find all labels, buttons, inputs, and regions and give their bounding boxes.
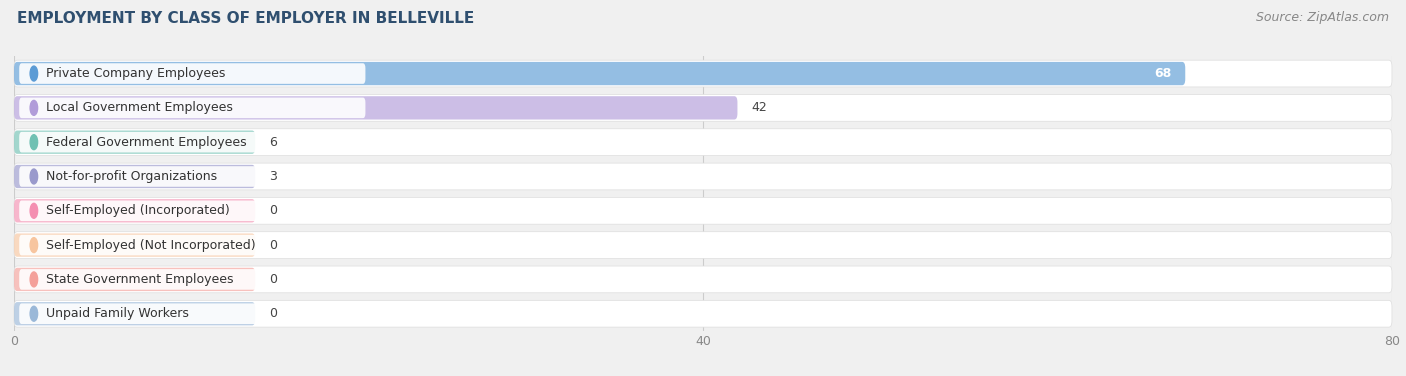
FancyBboxPatch shape (14, 165, 256, 188)
Text: Self-Employed (Incorporated): Self-Employed (Incorporated) (46, 204, 231, 217)
Text: State Government Employees: State Government Employees (46, 273, 233, 286)
FancyBboxPatch shape (14, 302, 256, 325)
FancyBboxPatch shape (20, 63, 366, 84)
Text: 0: 0 (269, 307, 277, 320)
Text: 6: 6 (269, 136, 277, 149)
Text: Unpaid Family Workers: Unpaid Family Workers (46, 307, 188, 320)
FancyBboxPatch shape (20, 166, 366, 187)
FancyBboxPatch shape (14, 232, 1392, 258)
Text: Not-for-profit Organizations: Not-for-profit Organizations (46, 170, 218, 183)
Text: 0: 0 (269, 273, 277, 286)
FancyBboxPatch shape (14, 130, 256, 154)
Circle shape (30, 306, 38, 321)
FancyBboxPatch shape (20, 200, 366, 221)
FancyBboxPatch shape (14, 129, 1392, 156)
FancyBboxPatch shape (14, 266, 1392, 293)
Text: Federal Government Employees: Federal Government Employees (46, 136, 247, 149)
FancyBboxPatch shape (20, 303, 366, 324)
Circle shape (30, 66, 38, 81)
FancyBboxPatch shape (14, 233, 256, 257)
FancyBboxPatch shape (14, 197, 1392, 224)
Circle shape (30, 238, 38, 253)
Circle shape (30, 203, 38, 218)
FancyBboxPatch shape (20, 269, 366, 290)
FancyBboxPatch shape (14, 268, 256, 291)
Text: 68: 68 (1154, 67, 1171, 80)
FancyBboxPatch shape (20, 98, 366, 118)
FancyBboxPatch shape (20, 132, 366, 153)
FancyBboxPatch shape (14, 62, 1185, 85)
Text: Self-Employed (Not Incorporated): Self-Employed (Not Incorporated) (46, 239, 256, 252)
Circle shape (30, 135, 38, 150)
Text: 3: 3 (269, 170, 277, 183)
Text: EMPLOYMENT BY CLASS OF EMPLOYER IN BELLEVILLE: EMPLOYMENT BY CLASS OF EMPLOYER IN BELLE… (17, 11, 474, 26)
Circle shape (30, 272, 38, 287)
Text: Private Company Employees: Private Company Employees (46, 67, 225, 80)
FancyBboxPatch shape (14, 163, 1392, 190)
FancyBboxPatch shape (14, 300, 1392, 327)
FancyBboxPatch shape (14, 60, 1392, 87)
FancyBboxPatch shape (14, 94, 1392, 121)
Text: 0: 0 (269, 204, 277, 217)
Text: Source: ZipAtlas.com: Source: ZipAtlas.com (1256, 11, 1389, 24)
Circle shape (30, 169, 38, 184)
FancyBboxPatch shape (20, 235, 366, 255)
Text: Local Government Employees: Local Government Employees (46, 102, 233, 114)
Text: 0: 0 (269, 239, 277, 252)
Text: 42: 42 (751, 102, 768, 114)
Circle shape (30, 100, 38, 115)
FancyBboxPatch shape (14, 199, 256, 223)
FancyBboxPatch shape (14, 96, 738, 120)
